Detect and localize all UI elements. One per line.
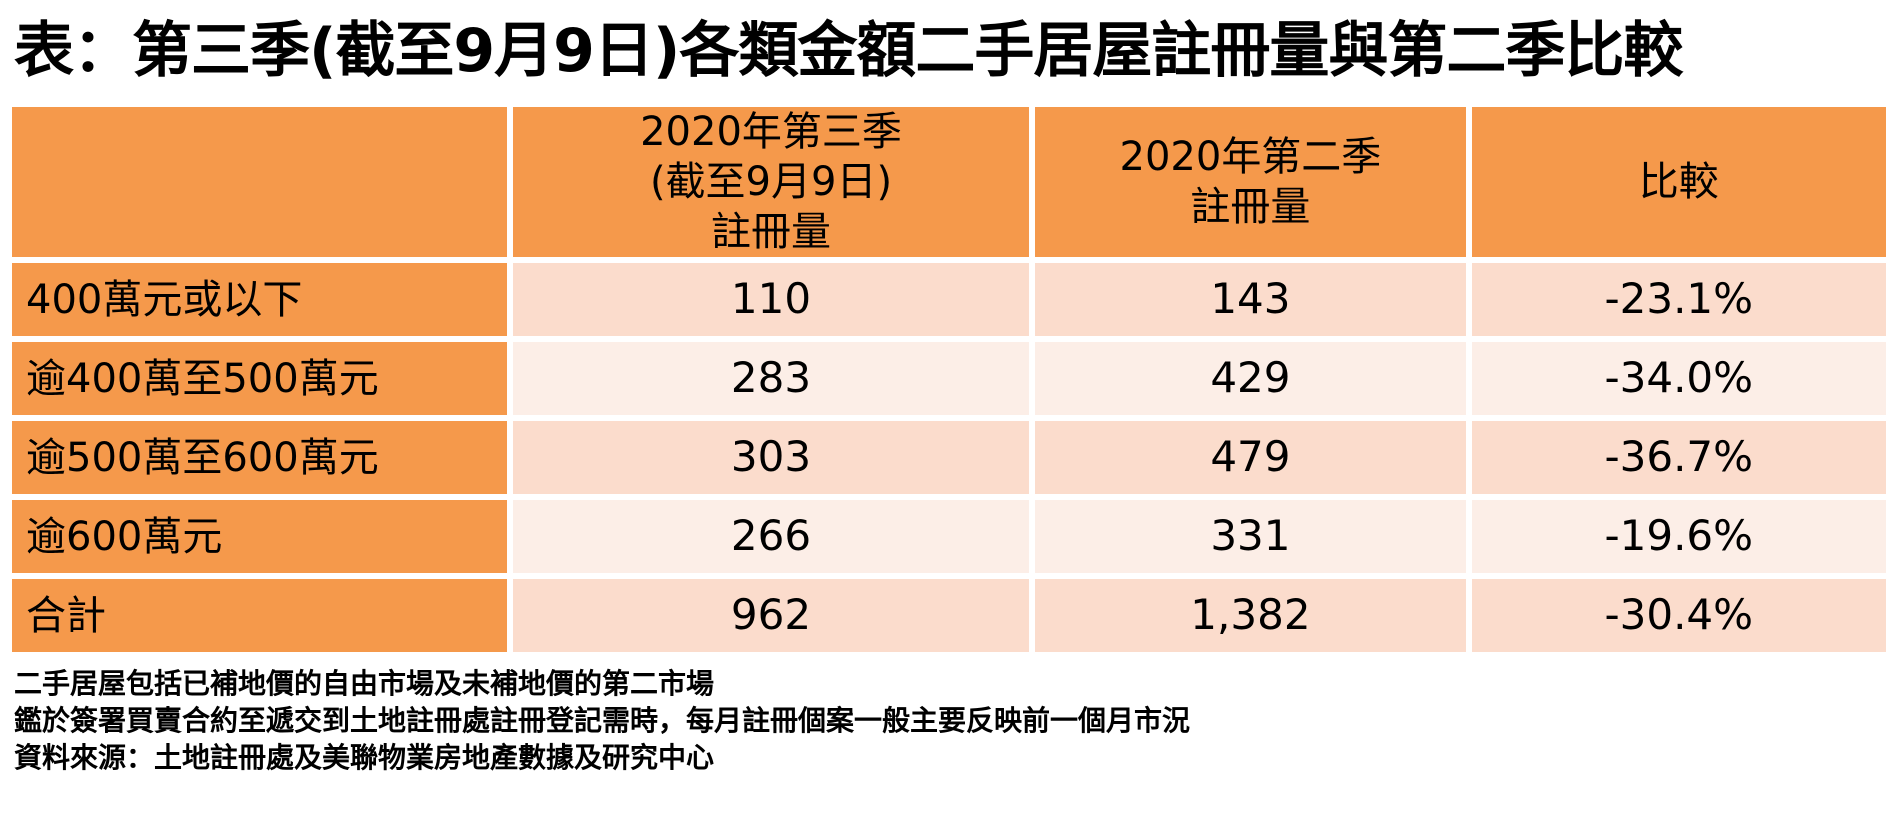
change-value: -34.0% xyxy=(1471,342,1886,415)
header-q3-registrations: 2020年第三季 (截至9月9日) 註冊量 xyxy=(512,107,1030,257)
q3-value: 110 xyxy=(512,263,1030,336)
q2-value: 479 xyxy=(1035,421,1466,494)
registration-table: 2020年第三季 (截至9月9日) 註冊量 2020年第二季 註冊量 比較 40… xyxy=(12,107,1886,652)
q2-value: 331 xyxy=(1035,500,1466,573)
change-value: -23.1% xyxy=(1471,263,1886,336)
header-q2-registrations: 2020年第二季 註冊量 xyxy=(1035,107,1466,257)
header-comparison: 比較 xyxy=(1471,107,1886,257)
page-title: 表：第三季(截至9月9日)各類金額二手居屋註冊量與第二季比較 xyxy=(14,16,1683,86)
q2-value: 429 xyxy=(1035,342,1466,415)
q3-value: 266 xyxy=(512,500,1030,573)
header-category-cell xyxy=(12,107,507,257)
q3-total-value: 962 xyxy=(512,579,1030,652)
row-label-total: 合計 xyxy=(12,579,507,652)
q2-value: 143 xyxy=(1035,263,1466,336)
change-total-value: -30.4% xyxy=(1471,579,1886,652)
row-label-over-6m: 逾600萬元 xyxy=(12,500,507,573)
q2-total-value: 1,382 xyxy=(1035,579,1466,652)
change-value: -36.7% xyxy=(1471,421,1886,494)
q3-value: 303 xyxy=(512,421,1030,494)
row-label-5m-to-6m: 逾500萬至600萬元 xyxy=(12,421,507,494)
q3-value: 283 xyxy=(512,342,1030,415)
row-label-4m-to-5m: 逾400萬至500萬元 xyxy=(12,342,507,415)
change-value: -19.6% xyxy=(1471,500,1886,573)
footnote-source: 資料來源：土地註冊處及美聯物業房地產數據及研究中心 xyxy=(14,740,715,774)
footnotes: 二手居屋包括已補地價的自由市場及未補地價的第二市場 鑑於簽署買賣合約至遞交到土地… xyxy=(14,666,1898,777)
footnote-timing: 鑑於簽署買賣合約至遞交到土地註冊處註冊登記需時，每月註冊個案一般主要反映前一個月… xyxy=(14,703,1191,737)
row-label-under-4m: 400萬元或以下 xyxy=(12,263,507,336)
footnote-definition: 二手居屋包括已補地價的自由市場及未補地價的第二市場 xyxy=(14,667,715,700)
